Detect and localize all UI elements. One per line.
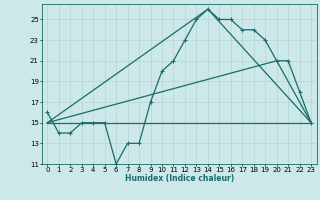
X-axis label: Humidex (Indice chaleur): Humidex (Indice chaleur)	[124, 174, 234, 183]
